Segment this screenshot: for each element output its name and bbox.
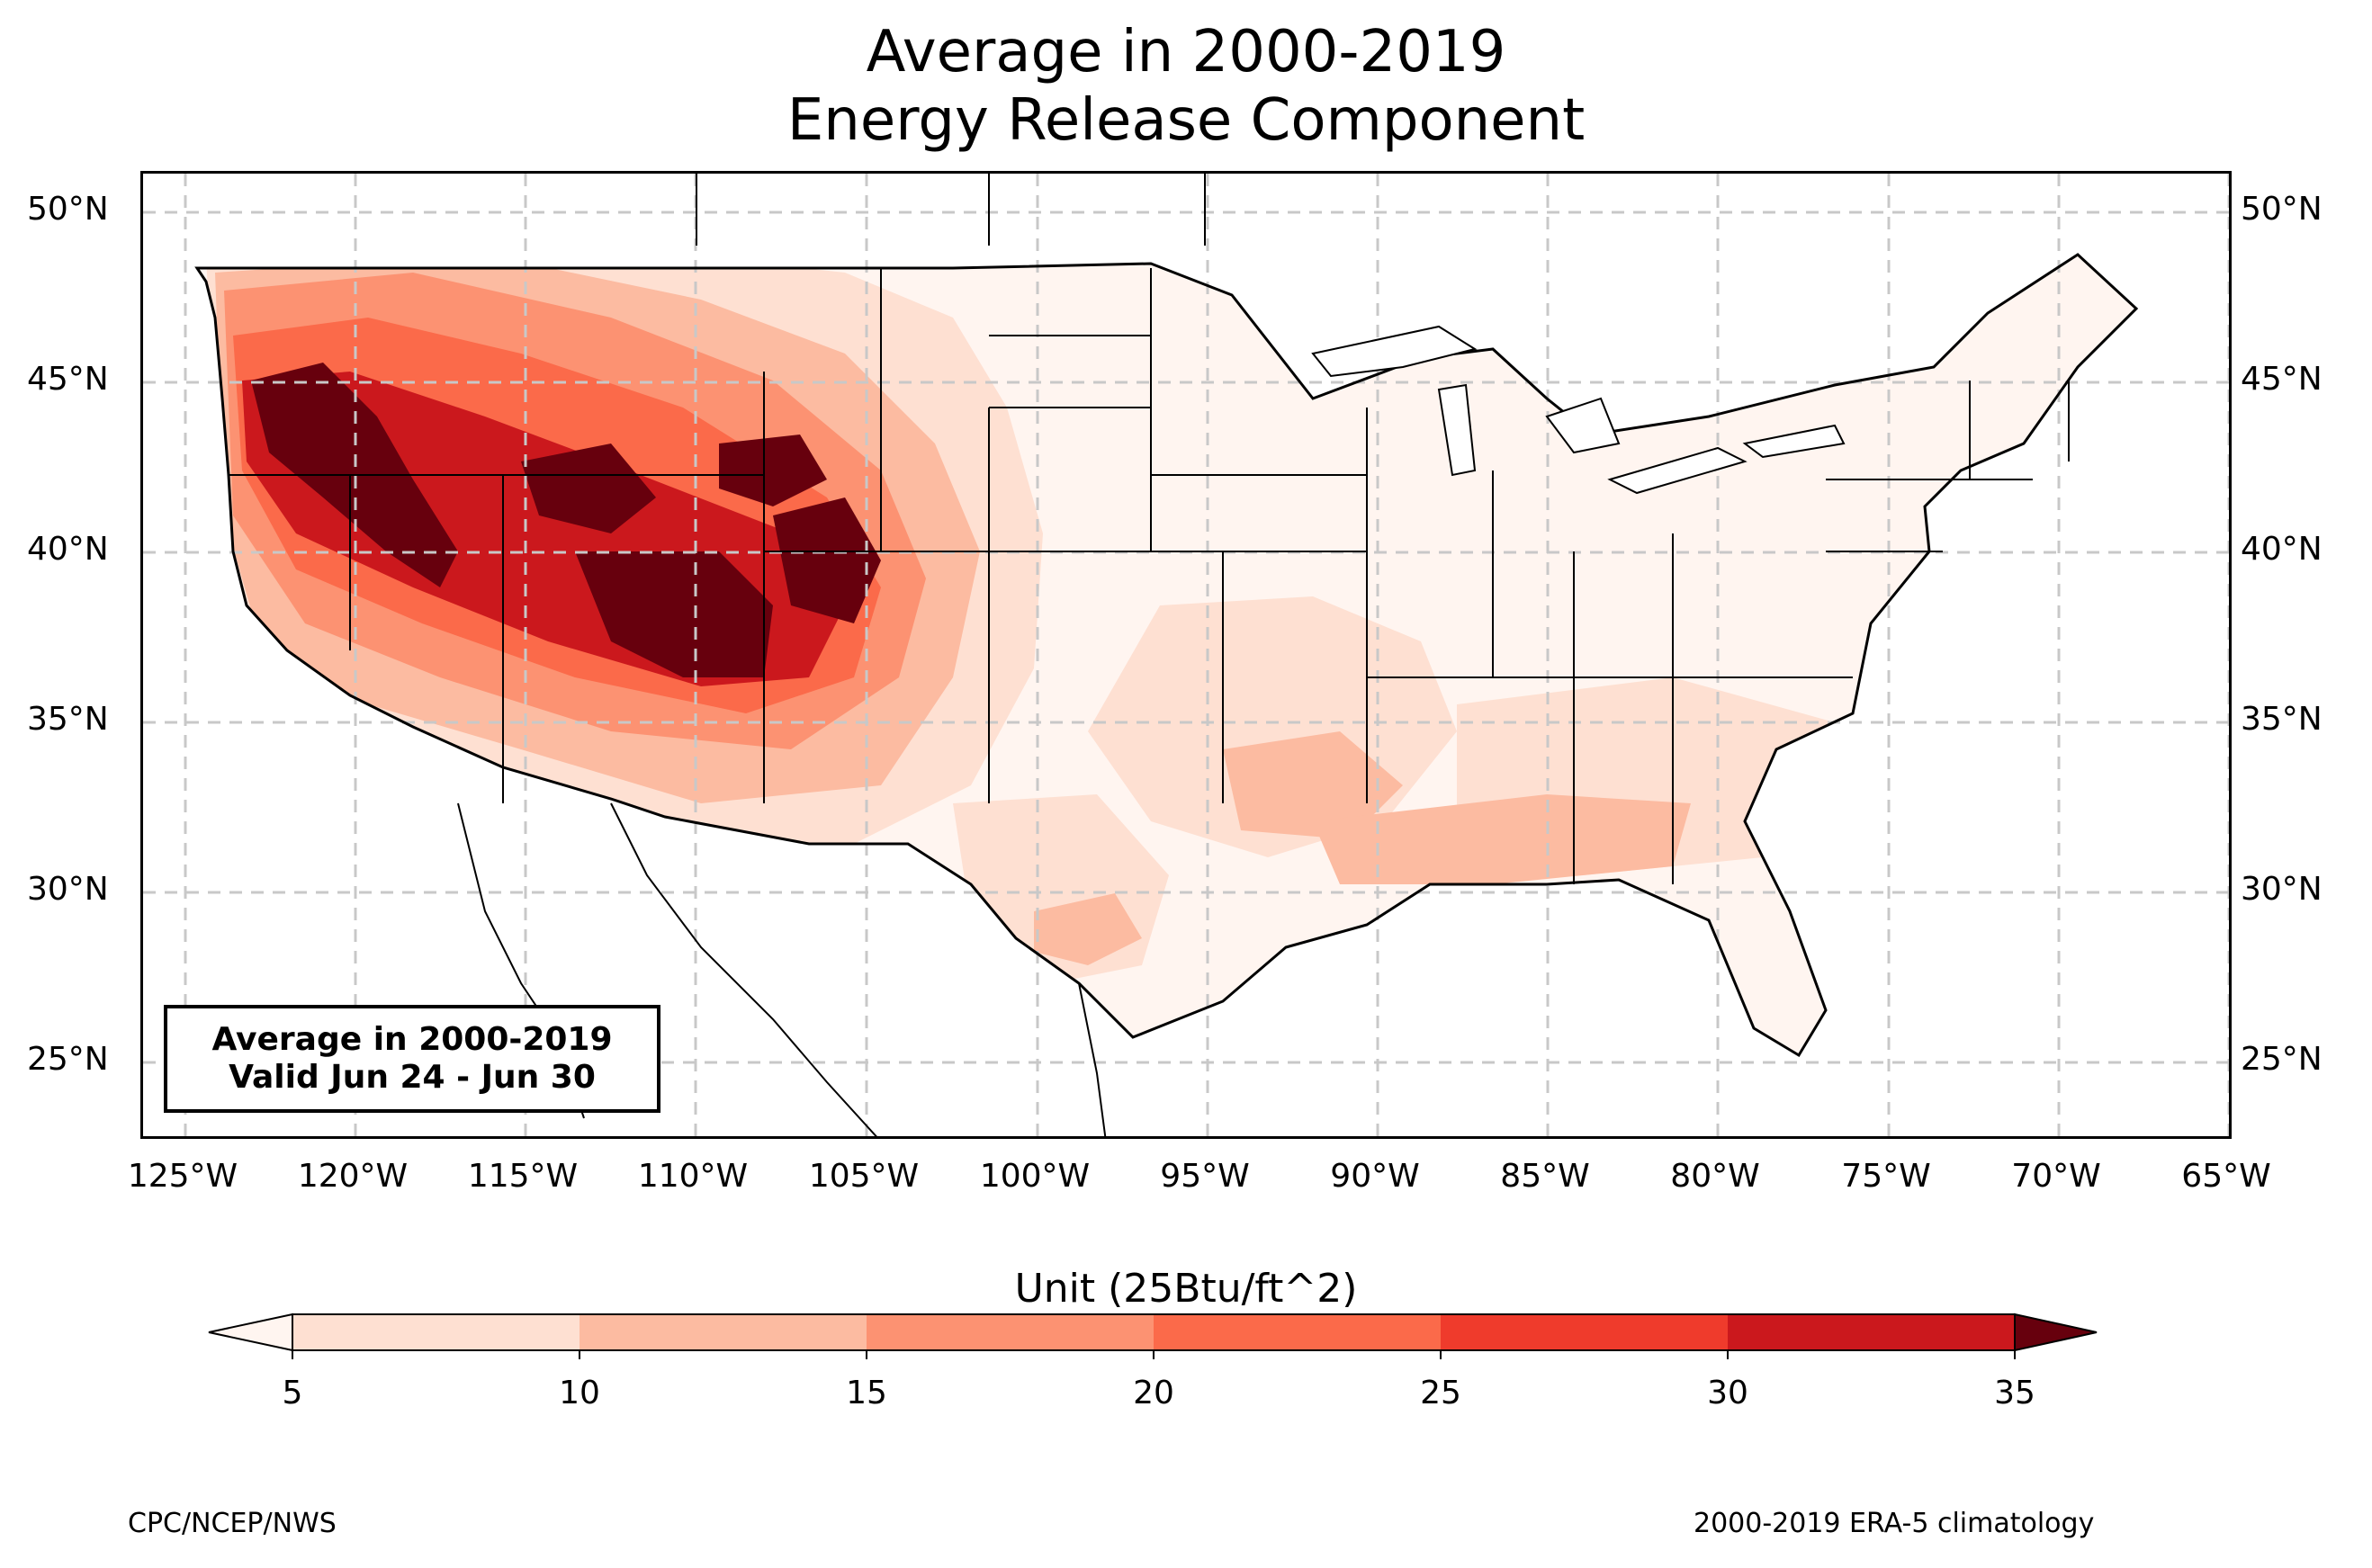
- colorbar-segment-10-15: [580, 1314, 867, 1350]
- great-lakes: [1311, 325, 1846, 495]
- lat-label-left-25: 25°N: [27, 1041, 109, 1078]
- colorbar-tick-35: 35: [1994, 1375, 2035, 1411]
- lat-label-right-35: 35°N: [2241, 701, 2323, 738]
- lon-label-65w: 65°W: [2181, 1158, 2271, 1195]
- map-canvas: [143, 174, 2229, 1136]
- lon-label-80w: 80°W: [1670, 1158, 1760, 1195]
- lon-label-70w: 70°W: [2011, 1158, 2101, 1195]
- colorbar-tick-30: 30: [1707, 1375, 1748, 1411]
- info-box-line1: Average in 2000-2019: [211, 1021, 613, 1058]
- colorbar-tick-10: 10: [559, 1375, 600, 1411]
- gridlines: [143, 174, 2229, 1136]
- lat-label-left-45: 45°N: [27, 361, 109, 398]
- lon-label-90w: 90°W: [1330, 1158, 1420, 1195]
- info-box-line2: Valid Jun 24 - Jun 30: [229, 1059, 596, 1096]
- lat-label-left-35: 35°N: [27, 701, 109, 738]
- contour-10-15-arkansas: [1223, 731, 1403, 839]
- colorbar-tick-15: 15: [846, 1375, 887, 1411]
- lat-label-right-40: 40°N: [2241, 531, 2323, 568]
- lat-label-left-40: 40°N: [27, 531, 109, 568]
- contour-30-35-newmexico: [773, 497, 881, 623]
- lon-label-100w: 100°W: [979, 1158, 1091, 1195]
- lat-label-left-30: 30°N: [27, 871, 109, 908]
- colorbar-segment-30-35: [1728, 1314, 2015, 1350]
- contour-10-15-gulf: [1313, 794, 1691, 884]
- chart-title-line1: Average in 2000-2019: [866, 19, 1506, 85]
- footer-credit: CPC/NCEP/NWS: [128, 1508, 337, 1539]
- lon-label-95w: 95°W: [1160, 1158, 1250, 1195]
- colorbar-tick-25: 25: [1420, 1375, 1461, 1411]
- colorbar-segment-20-25: [1154, 1314, 1441, 1350]
- colorbar-over-arrow: [2014, 1313, 2098, 1352]
- chart-title-line2: Energy Release Component: [786, 87, 1586, 154]
- colorbar: [208, 1313, 2098, 1359]
- colorbar-label: Unit (25Btu/ft^2): [1014, 1266, 1358, 1312]
- lon-label-85w: 85°W: [1500, 1158, 1590, 1195]
- us-outline: [194, 253, 2139, 1058]
- contour-30-35-arizona: [575, 551, 773, 677]
- colorbar-segment-15-20: [867, 1314, 1154, 1350]
- contour-30-35-colorado: [719, 435, 827, 506]
- colorbar-segment-5-10: [292, 1314, 580, 1350]
- map-panel: [140, 171, 2232, 1139]
- lon-label-120w: 120°W: [297, 1158, 409, 1195]
- lat-label-right-30: 30°N: [2241, 871, 2323, 908]
- lat-label-left-50: 50°N: [27, 191, 109, 228]
- footer-source: 2000-2019 ERA-5 climatology: [1694, 1508, 2095, 1539]
- lon-label-75w: 75°W: [1841, 1158, 1931, 1195]
- colorbar-tick-20: 20: [1133, 1375, 1174, 1411]
- lat-label-right-50: 50°N: [2241, 191, 2323, 228]
- lon-label-125w: 125°W: [127, 1158, 238, 1195]
- colorbar-under-arrow: [208, 1313, 293, 1352]
- contour-30-35-utah: [521, 444, 656, 533]
- lon-label-110w: 110°W: [637, 1158, 749, 1195]
- lon-label-105w: 105°W: [808, 1158, 920, 1195]
- colorbar-tick-5: 5: [282, 1375, 303, 1411]
- contour-10-15-texas: [1034, 893, 1142, 965]
- lon-label-115w: 115°W: [467, 1158, 579, 1195]
- lat-label-right-25: 25°N: [2241, 1041, 2323, 1078]
- colorbar-segment-25-30: [1441, 1314, 1728, 1350]
- lat-label-right-45: 45°N: [2241, 361, 2323, 398]
- info-box: Average in 2000-2019 Valid Jun 24 - Jun …: [164, 1005, 660, 1113]
